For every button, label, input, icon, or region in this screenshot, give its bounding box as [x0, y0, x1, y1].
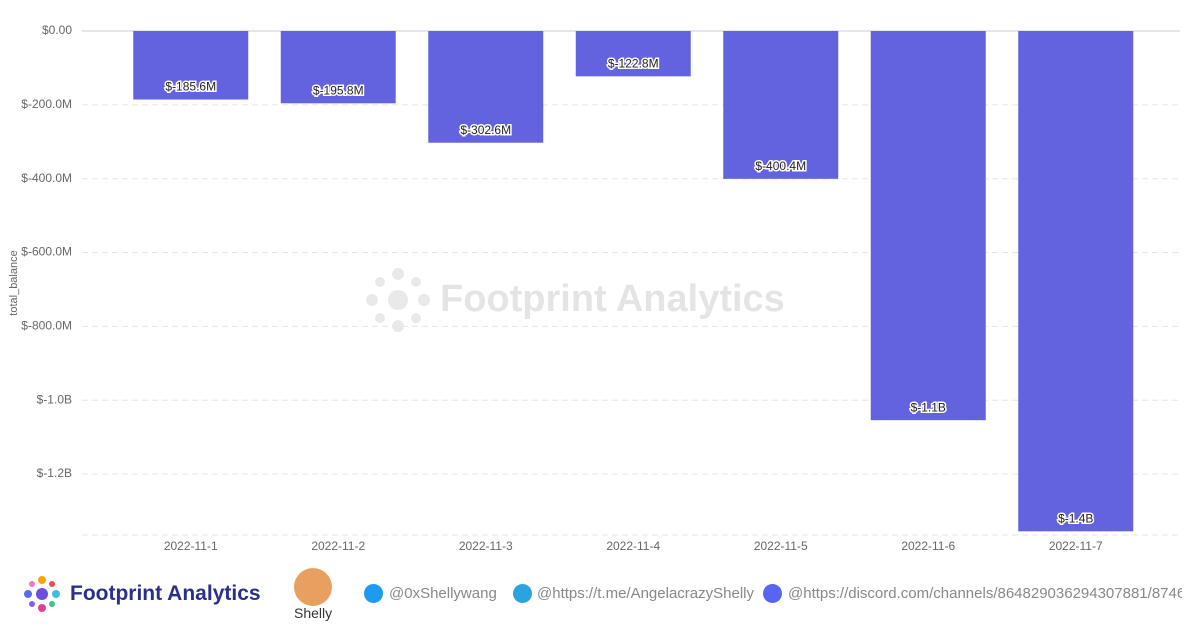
data-label: $-122.8M — [608, 57, 659, 71]
twitter[interactable]: @0xShellywang — [389, 585, 497, 602]
bar — [428, 31, 544, 143]
y-axis-label: total_balance — [8, 250, 20, 315]
brand-logo — [24, 576, 60, 612]
y-tick-label: $-600.0M — [21, 245, 72, 259]
y-tick-label: $0.00 — [42, 23, 72, 37]
data-label: $-195.8M — [313, 83, 364, 97]
x-tick-label: 2022-11-6 — [901, 539, 955, 553]
discord[interactable]: @https://discord.com/channels/8648290362… — [788, 585, 1182, 602]
discord-icon — [763, 584, 782, 603]
x-tick-label: 2022-11-7 — [1049, 539, 1103, 553]
data-label: $-185.6M — [165, 80, 216, 94]
x-tick-label: 2022-11-2 — [311, 539, 365, 553]
telegram-icon — [513, 584, 532, 603]
data-label: $-1.1B — [911, 400, 946, 414]
twitter-icon — [364, 584, 383, 603]
x-tick-label: 2022-11-4 — [606, 539, 660, 553]
y-tick-label: $-800.0M — [21, 319, 72, 333]
y-tick-label: $-200.0M — [21, 97, 72, 111]
data-label: $-302.6M — [460, 123, 511, 137]
data-label: $-400.4M — [755, 159, 806, 173]
watermark-logo — [366, 268, 430, 332]
bar — [280, 31, 396, 104]
x-tick-label: 2022-11-3 — [459, 539, 513, 553]
bar — [575, 31, 691, 77]
data-label: $-1.4B — [1058, 511, 1093, 525]
bar — [723, 31, 839, 179]
x-tick-label: 2022-11-5 — [754, 539, 808, 553]
telegram[interactable]: @https://t.me/AngelacrazyShelly — [537, 585, 754, 602]
y-tick-label: $-1.2B — [37, 466, 72, 480]
watermark: Footprint Analytics — [440, 278, 785, 320]
chart: Footprint Analytics total_balance $0.00 $… — [8, 23, 1180, 553]
author: Shelly — [294, 605, 333, 621]
bar — [1018, 31, 1134, 532]
footer: Footprint Analytics Shelly @0xShellywang… — [0, 568, 1200, 621]
x-tick-label: 2022-11-1 — [164, 539, 218, 553]
brand: Footprint Analytics — [70, 582, 261, 605]
avatar — [294, 568, 332, 606]
y-tick-label: $-1.0B — [37, 392, 72, 406]
bar — [133, 31, 249, 100]
bar — [870, 31, 986, 421]
y-tick-label: $-400.0M — [21, 171, 72, 185]
